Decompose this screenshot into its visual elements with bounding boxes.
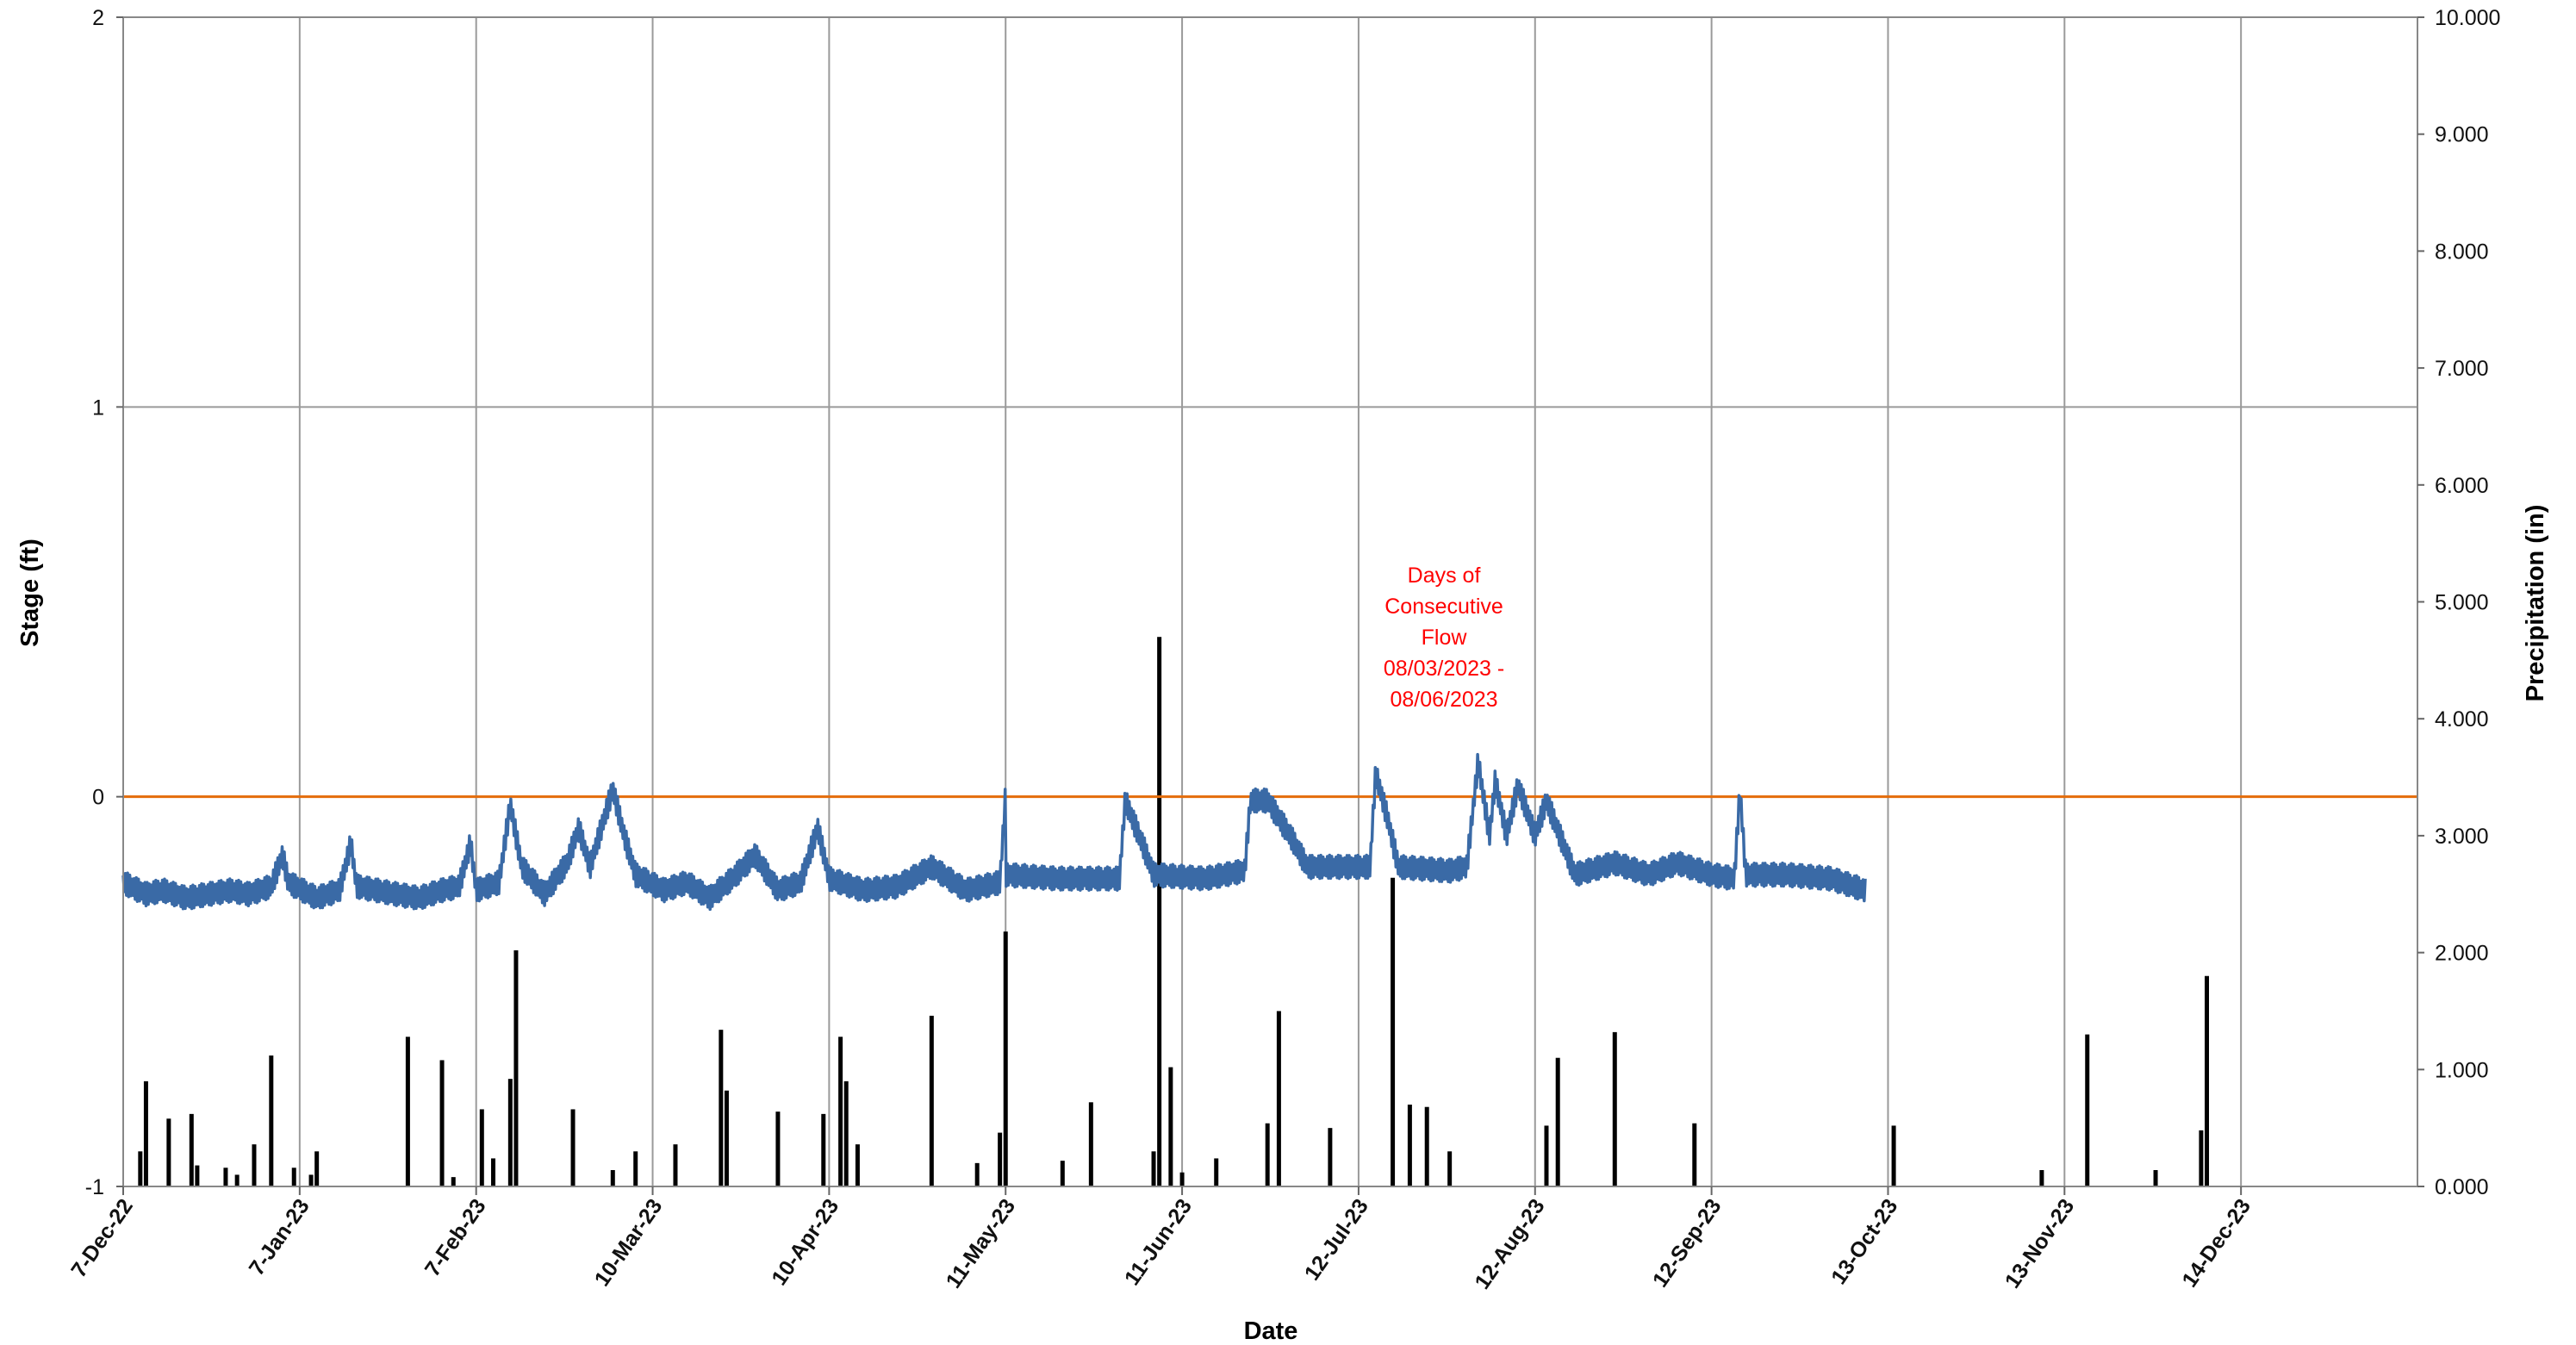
precipitation-bar — [1168, 1067, 1173, 1186]
annotation-line: 08/03/2023 - — [1384, 657, 1504, 681]
date-axis-title: Date — [1244, 1317, 1298, 1345]
precipitation-bar — [252, 1144, 257, 1186]
precipitation-tick-label: 1.000 — [2435, 1058, 2489, 1082]
precipitation-tick-label: 3.000 — [2435, 825, 2489, 849]
precipitation-bar — [234, 1174, 240, 1186]
precipitation-bar — [269, 1055, 274, 1186]
precipitation-bar — [1328, 1128, 1333, 1186]
precipitation-bar — [1407, 1105, 1412, 1186]
precipitation-tick-label: 10.000 — [2435, 6, 2500, 30]
precipitation-bar — [2085, 1034, 2090, 1186]
precipitation-bar — [479, 1109, 484, 1186]
precipitation-bar — [929, 1015, 934, 1186]
precipitation-bar — [1424, 1106, 1429, 1186]
precipitation-bar — [513, 950, 519, 1186]
precipitation-bar — [1214, 1158, 1219, 1186]
precipitation-bar — [138, 1151, 143, 1186]
stage-axis-ticks: 2 1 0 -1 — [85, 6, 123, 1199]
precipitation-bar — [775, 1111, 781, 1186]
precipitation-tick-label: 7.000 — [2435, 357, 2489, 381]
precipitation-bar — [974, 1162, 980, 1186]
precipitation-tick-label: 5.000 — [2435, 591, 2489, 615]
precipitation-bar — [1151, 1151, 1156, 1186]
precipitation-bar — [821, 1113, 826, 1186]
precipitation-bar — [507, 1079, 513, 1186]
precipitation-bar — [1555, 1057, 1560, 1186]
precipitation-tick-label: 4.000 — [2435, 707, 2489, 732]
precipitation-bar — [724, 1090, 729, 1186]
precipitation-tick-label: 6.000 — [2435, 474, 2489, 498]
precipitation-bar — [1088, 1102, 1093, 1186]
stage-tick-label: 2 — [92, 6, 104, 30]
precipitation-bar — [1003, 931, 1008, 1186]
precipitation-bar — [143, 1080, 148, 1186]
stage-tick-label: -1 — [85, 1175, 104, 1199]
precipitation-bar — [673, 1144, 678, 1186]
precipitation-bar — [314, 1151, 320, 1186]
annotation-line: Flow — [1422, 626, 1468, 650]
precipitation-bar — [610, 1170, 615, 1186]
precipitation-axis-ticks: 10.000 9.000 8.000 7.000 6.000 5.000 4.000 3.00… — [2417, 6, 2500, 1199]
precipitation-tick-label: 9.000 — [2435, 123, 2489, 147]
precipitation-bar — [2039, 1170, 2044, 1186]
stage-series-line — [121, 752, 1867, 912]
precipitation-tick-label: 2.000 — [2435, 942, 2489, 966]
precipitation-bar — [1692, 1123, 1697, 1186]
annotation-line: Days of — [1408, 564, 1481, 588]
precipitation-bar — [633, 1151, 638, 1186]
precipitation-bar — [405, 1037, 410, 1186]
precipitation-bar — [2205, 975, 2210, 1186]
precipitation-bar — [308, 1174, 314, 1186]
precipitation-tick-label: 0.000 — [2435, 1175, 2489, 1199]
precipitation-bar — [491, 1158, 496, 1186]
precipitation-bar — [2153, 1170, 2158, 1186]
precipitation-bar — [1544, 1125, 1549, 1186]
precipitation-bar — [843, 1080, 849, 1186]
precipitation-bar — [1276, 1011, 1281, 1186]
precipitation-bar — [1447, 1151, 1453, 1186]
precipitation-bar — [439, 1060, 445, 1186]
precipitation-bar — [166, 1118, 171, 1186]
precipitation-bars — [138, 637, 2210, 1186]
precipitation-bar — [998, 1132, 1003, 1186]
precipitation-bar — [1612, 1031, 1617, 1186]
precipitation-bar — [195, 1165, 200, 1186]
consecutive-flow-annotation: Days of Consecutive Flow 08/03/2023 - 08/06/… — [1384, 564, 1504, 712]
precipitation-bar — [451, 1177, 456, 1186]
precipitation-bar — [1391, 877, 1396, 1186]
precipitation-axis-title: Precipitation (in) — [2522, 505, 2549, 702]
stage-tick-label: 1 — [92, 395, 104, 420]
stage-tick-label: 0 — [92, 786, 104, 810]
precipitation-bar — [838, 1037, 843, 1186]
stage-axis-title: Stage (ft) — [16, 539, 44, 647]
precipitation-tick-label: 8.000 — [2435, 240, 2489, 264]
precipitation-bar — [855, 1144, 860, 1186]
precipitation-bar — [1060, 1161, 1065, 1186]
precipitation-bar — [291, 1168, 296, 1186]
precipitation-bar — [570, 1109, 576, 1186]
precipitation-bar — [1157, 637, 1162, 1186]
precipitation-bar — [1265, 1123, 1270, 1186]
precipitation-bar — [189, 1113, 194, 1186]
precipitation-bar — [719, 1030, 724, 1186]
annotation-line: Consecutive — [1384, 595, 1503, 619]
precipitation-bar — [1179, 1172, 1185, 1186]
precipitation-bar — [223, 1168, 228, 1186]
precipitation-bar — [1891, 1125, 1896, 1186]
precipitation-bar — [2199, 1130, 2204, 1186]
annotation-line: 08/06/2023 — [1390, 688, 1497, 712]
